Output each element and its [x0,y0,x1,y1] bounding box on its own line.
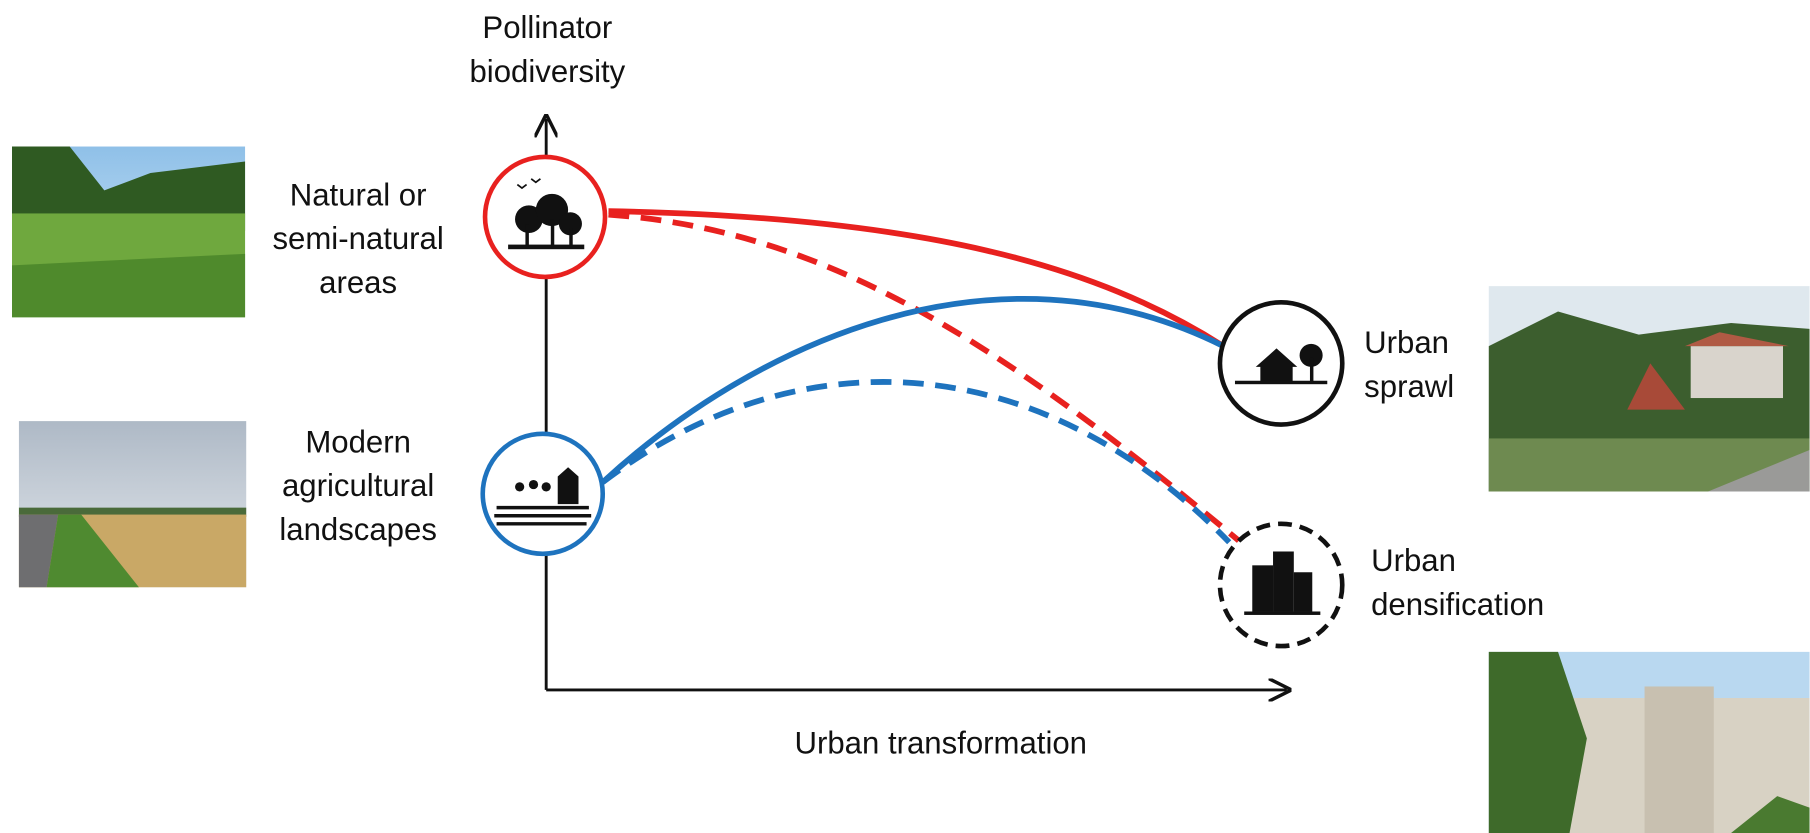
node-label: landscapes [279,512,437,547]
photo-natural [12,146,246,318]
node-label: semi-natural [272,221,443,256]
y-axis-label: Pollinator [482,10,612,45]
curve-natural-densification [608,211,1243,545]
node-label: Natural or [290,177,427,212]
node-sprawl [1217,299,1345,427]
node-label: Urban [1364,325,1449,360]
node-label: densification [1371,587,1544,622]
photo-agricultural [18,421,247,588]
curve-natural-sprawl [608,208,1225,349]
node-natural [482,154,608,280]
node-label: sprawl [1364,369,1454,404]
curve-agri-densification [600,379,1232,545]
x-axis-label: Urban transformation [795,725,1088,760]
node-densification [1217,521,1345,649]
node-label: areas [319,265,397,300]
node-agricultural [480,431,606,557]
photo-sprawl [1488,286,1810,492]
y-axis-label: biodiversity [469,54,625,89]
node-label: agricultural [282,468,434,503]
curve-agri-sprawl [600,295,1225,485]
node-label: Modern [305,424,411,459]
node-label: Urban [1371,543,1456,578]
photo-densification [1488,651,1810,833]
